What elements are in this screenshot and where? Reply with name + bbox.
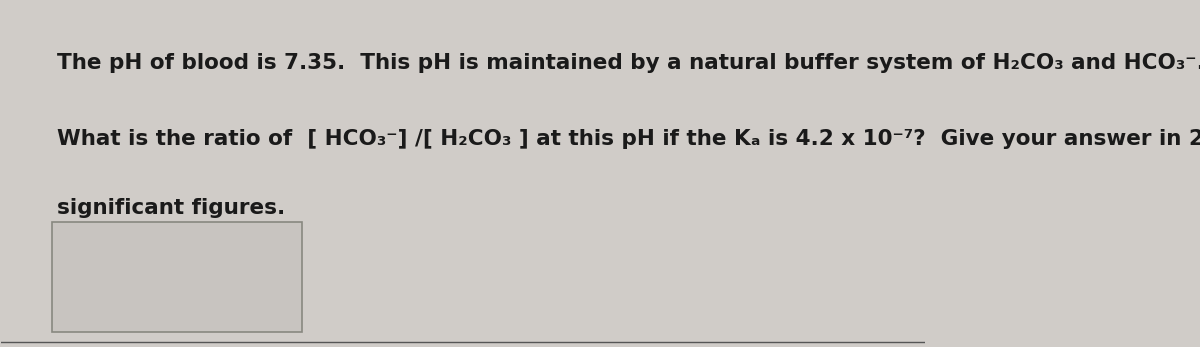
Text: What is the ratio of  [ HCO₃⁻] /[ H₂CO₃ ] at this pH if the Kₐ is 4.2 x 10⁻⁷?  G: What is the ratio of [ HCO₃⁻] /[ H₂CO₃ ]… [56, 129, 1200, 149]
Text: significant figures.: significant figures. [56, 198, 286, 218]
FancyBboxPatch shape [52, 222, 301, 332]
Text: The pH of blood is 7.35.  This pH is maintained by a natural buffer system of H₂: The pH of blood is 7.35. This pH is main… [56, 53, 1200, 73]
